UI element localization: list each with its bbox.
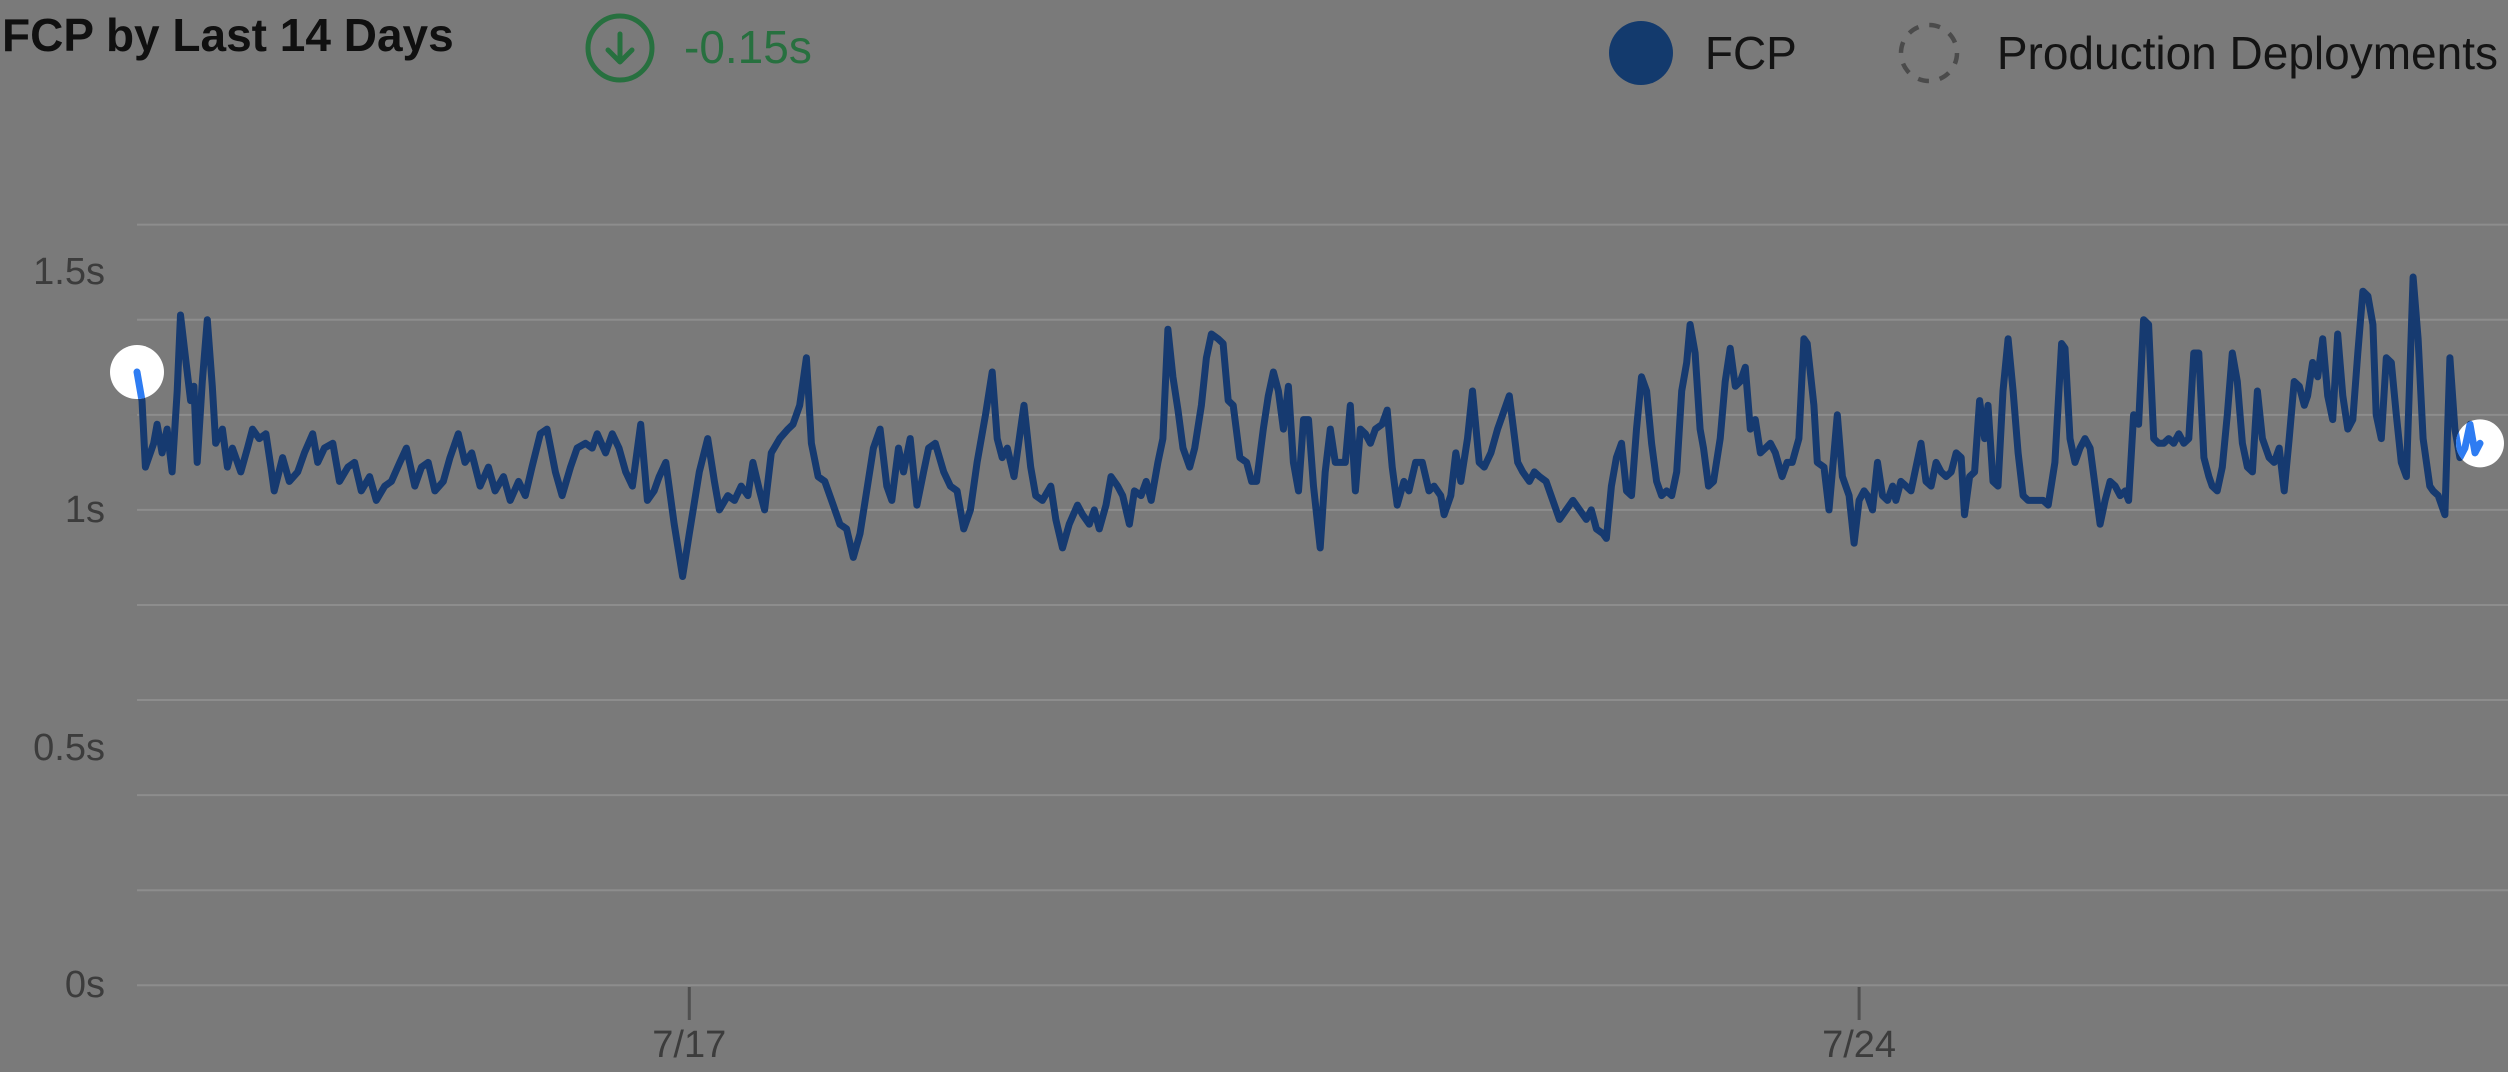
- legend-label-production-deployments: Production Deployments: [1996, 27, 2498, 79]
- fcp-series-marker-icon: [1608, 21, 1673, 85]
- deployments-marker-icon: [1898, 22, 1960, 84]
- x-axis-label: 7/24: [1822, 1024, 1897, 1066]
- legend-label-fcp: FCP: [1704, 27, 1797, 79]
- y-axis-label: 1.5s: [33, 251, 105, 294]
- y-axis-label: 1s: [64, 488, 105, 531]
- y-axis-label: 0s: [64, 964, 105, 1007]
- legend-item-production-deployments[interactable]: Production Deployments: [1897, 21, 2498, 85]
- fcp-line: [133, 273, 2484, 580]
- gridlines: [137, 223, 2508, 987]
- legend: FCP Production Deployments: [1608, 20, 2498, 86]
- y-axis-label: 0.5s: [33, 726, 105, 769]
- start-highlight-stub: [133, 368, 158, 400]
- trend-down-icon: [585, 13, 655, 83]
- end-highlight-stub: [2456, 420, 2484, 462]
- x-axis-label: 7/17: [652, 1024, 727, 1066]
- page-title: FCP by Last 14 Days: [2, 9, 454, 61]
- legend-item-fcp[interactable]: FCP: [1608, 21, 1797, 85]
- delta-value: -0.15s: [684, 21, 812, 73]
